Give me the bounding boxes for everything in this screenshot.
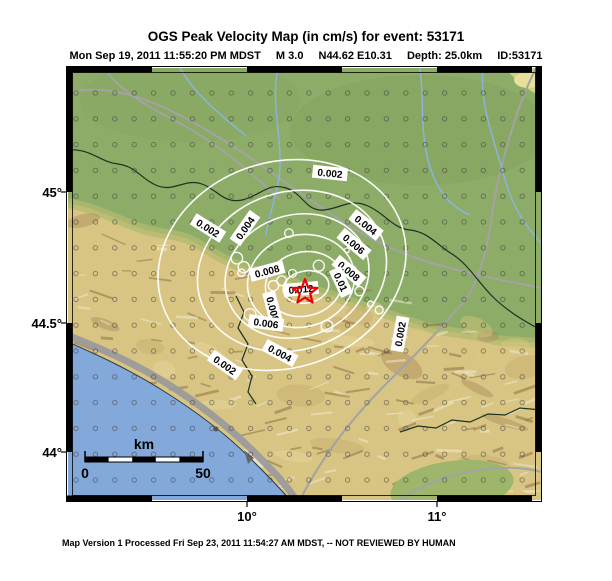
svg-text:0.002: 0.002 <box>394 321 409 348</box>
event-depth: Depth: 25.0km <box>406 50 483 62</box>
coast-road <box>68 331 299 500</box>
river-lines <box>179 68 541 244</box>
contour-line-0.002 <box>157 158 407 372</box>
contour-line-0.012 <box>282 269 330 305</box>
contour-label: 0.006 <box>247 314 285 332</box>
map-frame <box>61 66 542 507</box>
contour-label: 0.002 <box>390 315 410 353</box>
event-id: ID:53171 <box>497 50 543 62</box>
svg-text:0.002: 0.002 <box>317 168 343 182</box>
grid-point-dots <box>73 90 525 483</box>
scale-start-label: 0 <box>81 465 89 481</box>
lat-tick-44-5: 44.5° <box>31 316 62 331</box>
event-subtitle: Mon Sep 19, 2011 11:55:20 PM MDST M 3.0 … <box>0 50 612 62</box>
lon-tick-10: 10° <box>237 509 257 524</box>
event-magnitude: M 3.0 <box>275 50 304 62</box>
contour-line-0.004 <box>196 189 388 353</box>
lon-tick-11: 11° <box>428 509 447 524</box>
event-location: N44.62 E10.31 <box>318 50 392 62</box>
scale-unit-label: km <box>134 436 154 452</box>
page-title: OGS Peak Velocity Map (in cm/s) for even… <box>147 29 465 44</box>
road-lines <box>68 68 541 500</box>
epicenter-star <box>291 277 319 304</box>
peninsula <box>244 450 254 464</box>
contour-label: 0.002 <box>311 164 349 182</box>
scale-bar: km 0 50 <box>81 436 211 481</box>
scale-end-label: 50 <box>195 465 211 481</box>
coastline <box>68 341 291 500</box>
harbor <box>213 426 219 432</box>
lat-tick-45: 45° <box>42 185 62 200</box>
processing-caption: Map Version 1 Processed Fri Sep 23, 2011… <box>62 538 456 548</box>
lat-tick-44: 44° <box>42 445 62 460</box>
svg-text:0.006: 0.006 <box>253 317 280 331</box>
event-datetime: Mon Sep 19, 2011 11:55:20 PM MDST <box>69 50 261 62</box>
